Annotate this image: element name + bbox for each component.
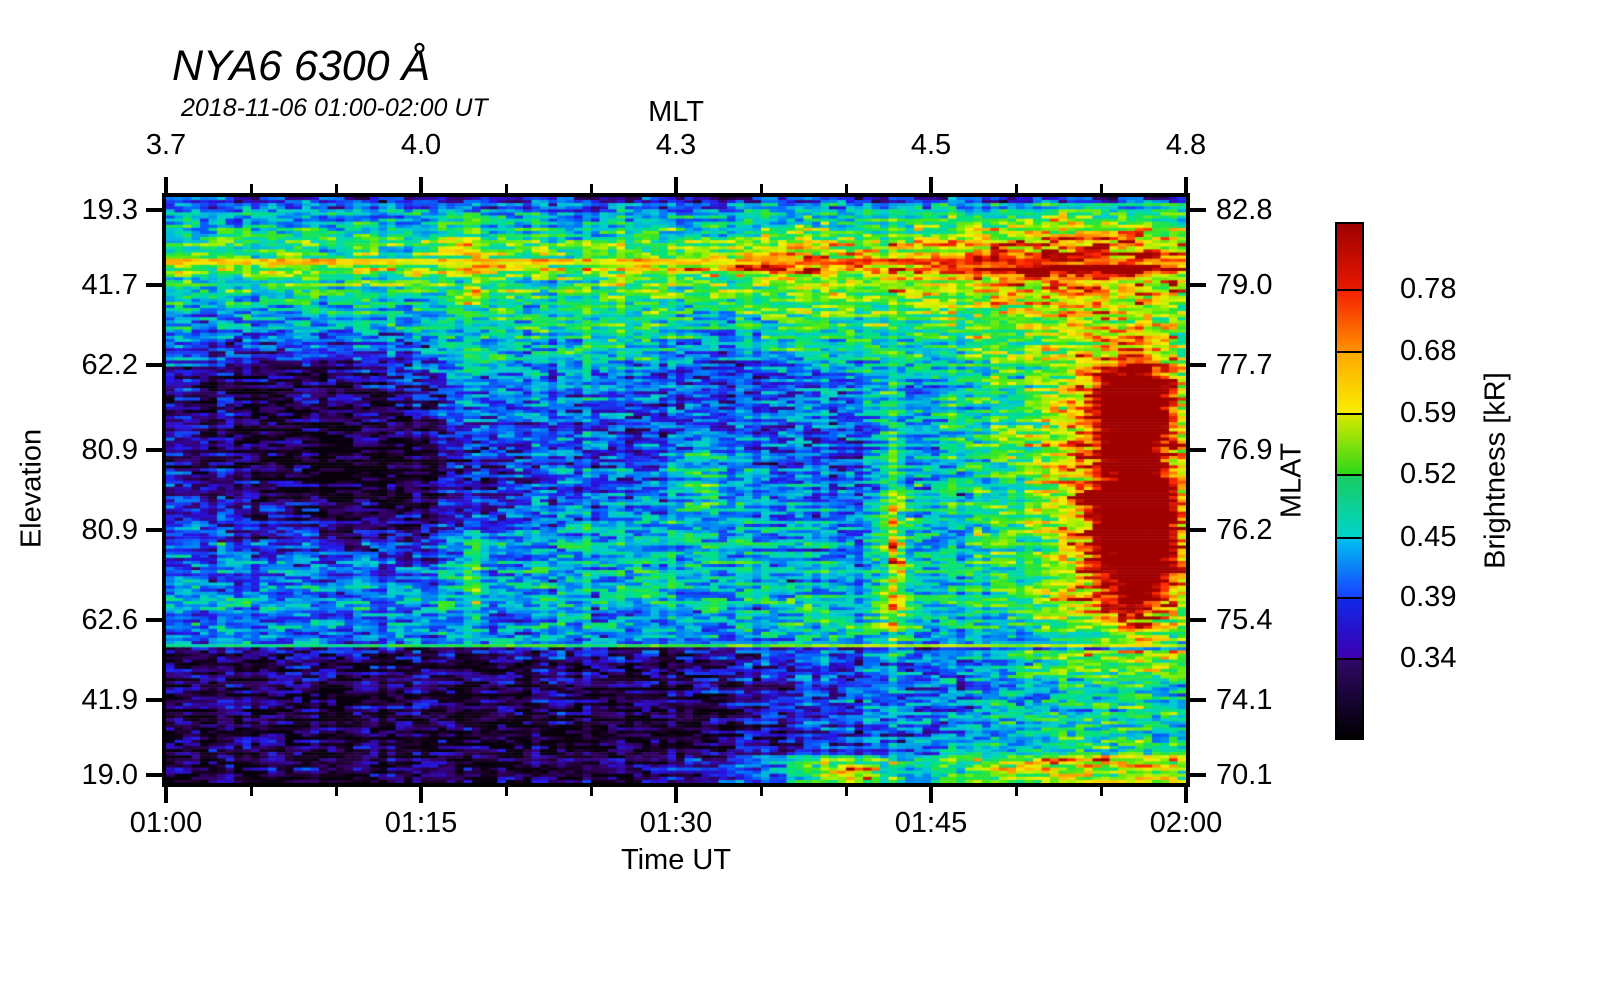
colorbar-segment bbox=[1337, 536, 1362, 597]
time-tick-minor bbox=[504, 787, 508, 796]
mlat-tick-label: 75.4 bbox=[1216, 604, 1273, 637]
elevation-tick-label: 62.6 bbox=[81, 604, 138, 637]
elevation-tick-label: 80.9 bbox=[81, 434, 138, 467]
plot-frame bbox=[162, 193, 1190, 787]
mlt-tick-major bbox=[164, 177, 168, 193]
elevation-tick-label: 19.3 bbox=[81, 193, 138, 226]
mlt-tick-label: 4.0 bbox=[400, 129, 442, 161]
colorbar-tick-label: 0.68 bbox=[1400, 334, 1457, 367]
mlt-tick-major bbox=[419, 177, 423, 193]
mlt-tick-minor bbox=[589, 184, 593, 193]
elevation-tick-major bbox=[146, 772, 162, 777]
colorbar-segment bbox=[1337, 350, 1362, 413]
mlt-tick-minor bbox=[504, 184, 508, 193]
elevation-tick-label: 19.0 bbox=[81, 758, 138, 791]
mlt-tick-minor bbox=[249, 184, 253, 193]
mlt-tick-major bbox=[1184, 177, 1188, 193]
plot-title: NYA6 6300 Å bbox=[172, 42, 431, 90]
mlt-tick-minor bbox=[1014, 184, 1018, 193]
time-tick-minor bbox=[1014, 787, 1018, 796]
time-tick-label: 01:00 bbox=[129, 807, 203, 839]
time-tick-minor bbox=[334, 787, 338, 796]
colorbar-segment bbox=[1337, 412, 1362, 475]
time-tick-major bbox=[929, 787, 933, 803]
time-tick-minor bbox=[844, 787, 848, 796]
colorbar bbox=[1335, 222, 1364, 740]
elevation-tick-major bbox=[146, 527, 162, 532]
time-axis-title: Time UT bbox=[620, 844, 732, 876]
time-tick-major bbox=[1184, 787, 1188, 803]
time-tick-label: 01:30 bbox=[639, 807, 713, 839]
colorbar-segment bbox=[1337, 474, 1362, 537]
colorbar-segment bbox=[1337, 289, 1362, 351]
elevation-tick-label: 41.7 bbox=[81, 268, 138, 301]
mlat-tick-label: 70.1 bbox=[1216, 758, 1273, 791]
mlat-tick-major bbox=[1190, 363, 1206, 368]
mlt-tick-label: 4.5 bbox=[910, 129, 952, 161]
colorbar-tick-label: 0.45 bbox=[1400, 520, 1457, 553]
elevation-tick-major bbox=[146, 207, 162, 212]
colorbar-segment bbox=[1337, 658, 1362, 738]
mlat-tick-label: 82.8 bbox=[1216, 193, 1273, 226]
mlt-tick-label: 4.3 bbox=[655, 129, 697, 161]
time-tick-minor bbox=[1099, 787, 1103, 796]
time-tick-label: 02:00 bbox=[1149, 807, 1223, 839]
mlat-tick-major bbox=[1190, 618, 1206, 623]
time-tick-major bbox=[164, 787, 168, 803]
colorbar-tick-label: 0.39 bbox=[1400, 580, 1457, 613]
mlt-tick-major bbox=[929, 177, 933, 193]
mlat-tick-major bbox=[1190, 282, 1206, 287]
time-tick-label: 01:15 bbox=[384, 807, 458, 839]
elevation-tick-label: 62.2 bbox=[81, 349, 138, 382]
colorbar-tick-label: 0.52 bbox=[1400, 458, 1457, 491]
colorbar-tick-label: 0.34 bbox=[1400, 642, 1457, 675]
mlt-tick-minor bbox=[1099, 184, 1103, 193]
mlt-tick-minor bbox=[844, 184, 848, 193]
mlat-tick-major bbox=[1190, 697, 1206, 702]
mlt-tick-label: 4.8 bbox=[1165, 129, 1207, 161]
time-tick-major bbox=[674, 787, 678, 803]
time-tick-minor bbox=[249, 787, 253, 796]
colorbar-tick-label: 0.78 bbox=[1400, 273, 1457, 306]
elevation-tick-major bbox=[146, 363, 162, 368]
colorbar-segment bbox=[1337, 224, 1362, 290]
mlat-tick-label: 74.1 bbox=[1216, 683, 1273, 716]
mlt-tick-minor bbox=[759, 184, 763, 193]
elevation-tick-label: 80.9 bbox=[81, 513, 138, 546]
mlat-tick-major bbox=[1190, 772, 1206, 777]
mlat-tick-major bbox=[1190, 207, 1206, 212]
plot-subtitle: 2018-11-06 01:00-02:00 UT bbox=[181, 94, 488, 122]
mlat-tick-major bbox=[1190, 448, 1206, 453]
colorbar-tick-label: 0.59 bbox=[1400, 396, 1457, 429]
mlat-tick-label: 77.7 bbox=[1216, 349, 1273, 382]
time-tick-minor bbox=[759, 787, 763, 796]
mlt-tick-major bbox=[674, 177, 678, 193]
elevation-axis-title: Elevation bbox=[15, 428, 48, 549]
mlt-tick-label: 3.7 bbox=[145, 129, 187, 161]
time-tick-major bbox=[419, 787, 423, 803]
elevation-tick-major bbox=[146, 448, 162, 453]
colorbar-segment bbox=[1337, 596, 1362, 659]
mlt-tick-minor bbox=[334, 184, 338, 193]
keogram-heatmap bbox=[166, 197, 1186, 783]
elevation-tick-major bbox=[146, 282, 162, 287]
mlat-tick-label: 76.2 bbox=[1216, 513, 1273, 546]
time-tick-minor bbox=[589, 787, 593, 796]
time-tick-label: 01:45 bbox=[894, 807, 968, 839]
mlt-axis-title: MLT bbox=[648, 96, 704, 128]
mlat-tick-label: 79.0 bbox=[1216, 268, 1273, 301]
elevation-tick-major bbox=[146, 697, 162, 702]
mlat-tick-major bbox=[1190, 527, 1206, 532]
elevation-tick-major bbox=[146, 618, 162, 623]
elevation-tick-label: 41.9 bbox=[81, 683, 138, 716]
mlat-tick-label: 76.9 bbox=[1216, 434, 1273, 467]
